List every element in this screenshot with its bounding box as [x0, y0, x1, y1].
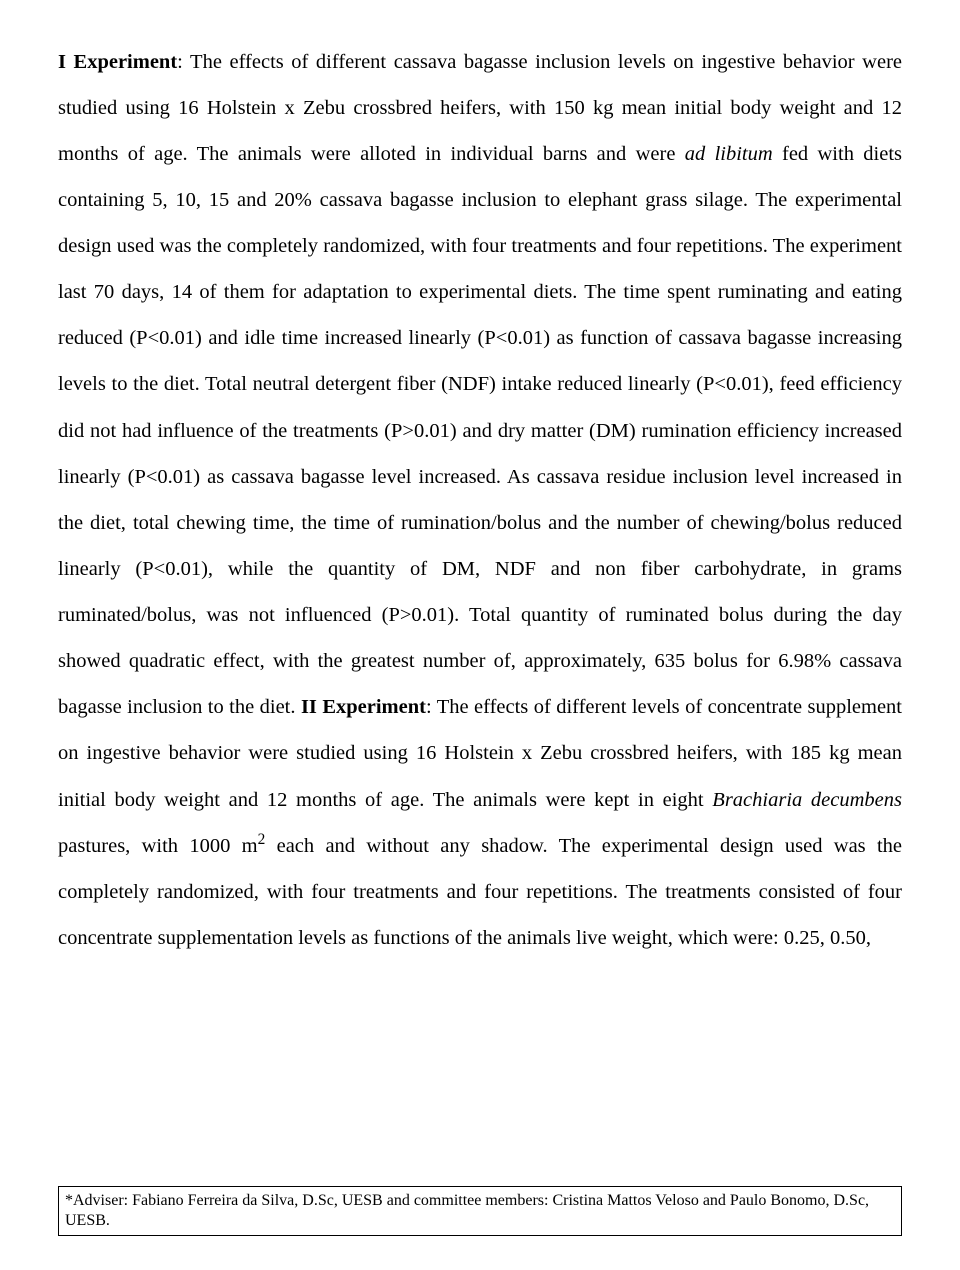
footnote-text: *Adviser: Fabiano Ferreira da Silva, D.S…: [65, 1192, 869, 1229]
page-container: I Experiment: The effects of different c…: [0, 0, 960, 1270]
experiment-1-label: I Experiment: [58, 51, 177, 73]
text-part-2: fed with diets containing 5, 10, 15 and …: [58, 143, 902, 719]
footnote-box: *Adviser: Fabiano Ferreira da Silva, D.S…: [58, 1186, 902, 1236]
ad-libitum-italic: ad libitum: [685, 143, 773, 165]
experiment-2-label: II Experiment: [301, 696, 426, 718]
brachiaria-italic: Brachiaria decumbens: [712, 789, 902, 811]
abstract-paragraph: I Experiment: The effects of different c…: [58, 39, 902, 962]
text-part-4a: pastures, with 1000 m: [58, 835, 258, 857]
